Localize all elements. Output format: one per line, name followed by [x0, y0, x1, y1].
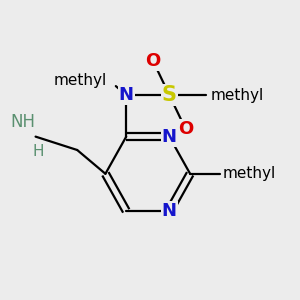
Text: NH: NH	[11, 113, 36, 131]
Text: methyl: methyl	[54, 73, 107, 88]
Text: N: N	[119, 86, 134, 104]
Text: O: O	[178, 120, 193, 138]
Text: S: S	[162, 85, 177, 105]
Text: methyl: methyl	[211, 88, 264, 103]
Text: methyl: methyl	[223, 166, 276, 181]
Text: O: O	[145, 52, 160, 70]
Text: N: N	[162, 202, 177, 220]
Text: N: N	[162, 128, 177, 146]
Text: H: H	[33, 144, 44, 159]
